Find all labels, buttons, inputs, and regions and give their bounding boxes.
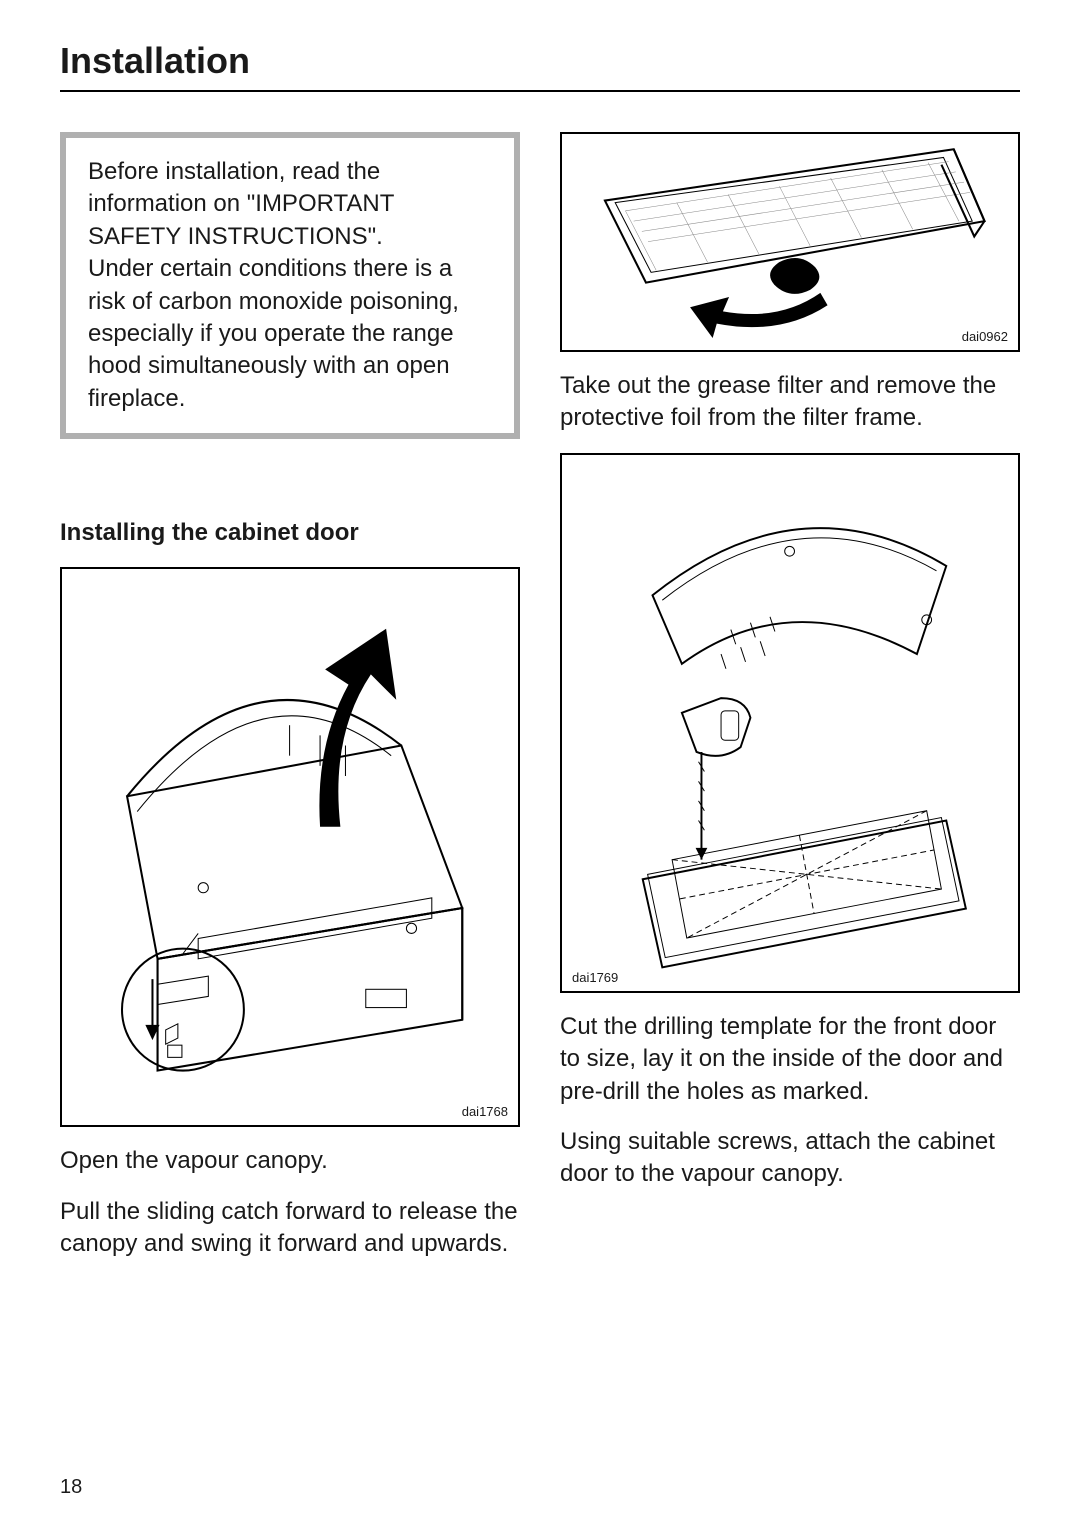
- filter-diagram-svg: [573, 139, 1006, 344]
- two-column-layout: Before installation, read the informatio…: [60, 132, 1020, 1278]
- step-pull-catch: Pull the sliding catch forward to releas…: [60, 1196, 520, 1261]
- safety-warning-box: Before installation, read the informatio…: [60, 132, 520, 439]
- drill-diagram-svg: [573, 468, 1006, 977]
- page-title: Installation: [60, 40, 1020, 92]
- figure-drill-template: dai1769: [560, 453, 1020, 993]
- step-cut-template: Cut the drilling template for the front …: [560, 1011, 1020, 1108]
- step-remove-filter: Take out the grease filter and remove th…: [560, 370, 1020, 435]
- left-column: Before installation, read the informatio…: [60, 132, 520, 1278]
- page-number: 18: [60, 1476, 82, 1499]
- figure-grease-filter: dai0962: [560, 132, 1020, 352]
- right-column: dai0962 Take out the grease filter and r…: [560, 132, 1020, 1278]
- subheading: Installing the cabinet door: [60, 519, 520, 547]
- step-open-canopy: Open the vapour canopy.: [60, 1145, 520, 1177]
- figure-ref-2: dai0962: [962, 329, 1008, 344]
- figure-vapour-canopy: dai1768: [60, 567, 520, 1127]
- figure-ref-1: dai1768: [462, 1104, 508, 1119]
- canopy-diagram-svg: [73, 583, 506, 1111]
- figure-ref-3: dai1769: [572, 970, 618, 985]
- warning-text: Before installation, read the informatio…: [88, 158, 459, 412]
- step-attach-door: Using suitable screws, attach the cabine…: [560, 1126, 1020, 1191]
